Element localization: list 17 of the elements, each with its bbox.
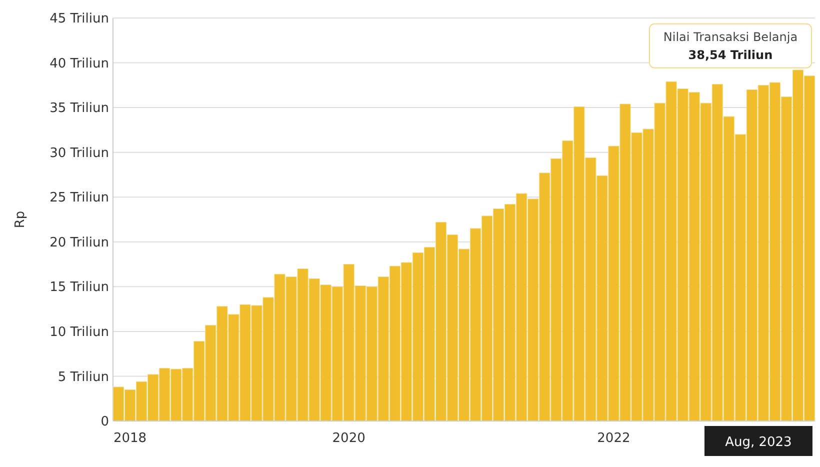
y-tick-label: 15 Triliun — [50, 280, 109, 296]
y-tick-label: 5 Triliun — [58, 370, 109, 385]
y-tick-label: 35 Triliun — [50, 101, 109, 116]
y-tick-label: 20 Triliun — [50, 235, 109, 250]
y-axis-title: Rp — [13, 210, 28, 228]
x-tick-label: 2020 — [332, 431, 366, 446]
x-tick-label: 2018 — [113, 431, 147, 446]
x-tick-label: 2022 — [597, 431, 630, 446]
annotation: Nilai Transaksi Belanja — [663, 30, 798, 44]
text: Aug, 2023 — [725, 435, 792, 450]
annotation: 38,54 Triliun — [688, 48, 773, 62]
y-tick-label: 0 — [100, 414, 109, 430]
y-tick-label: 25 Triliun — [50, 190, 109, 206]
y-tick-label: 10 Triliun — [50, 324, 109, 340]
y-tick-label: 45 Triliun — [50, 12, 109, 27]
y-tick-label: 30 Triliun — [50, 146, 109, 161]
y-tick-label: 40 Triliun — [50, 56, 109, 72]
